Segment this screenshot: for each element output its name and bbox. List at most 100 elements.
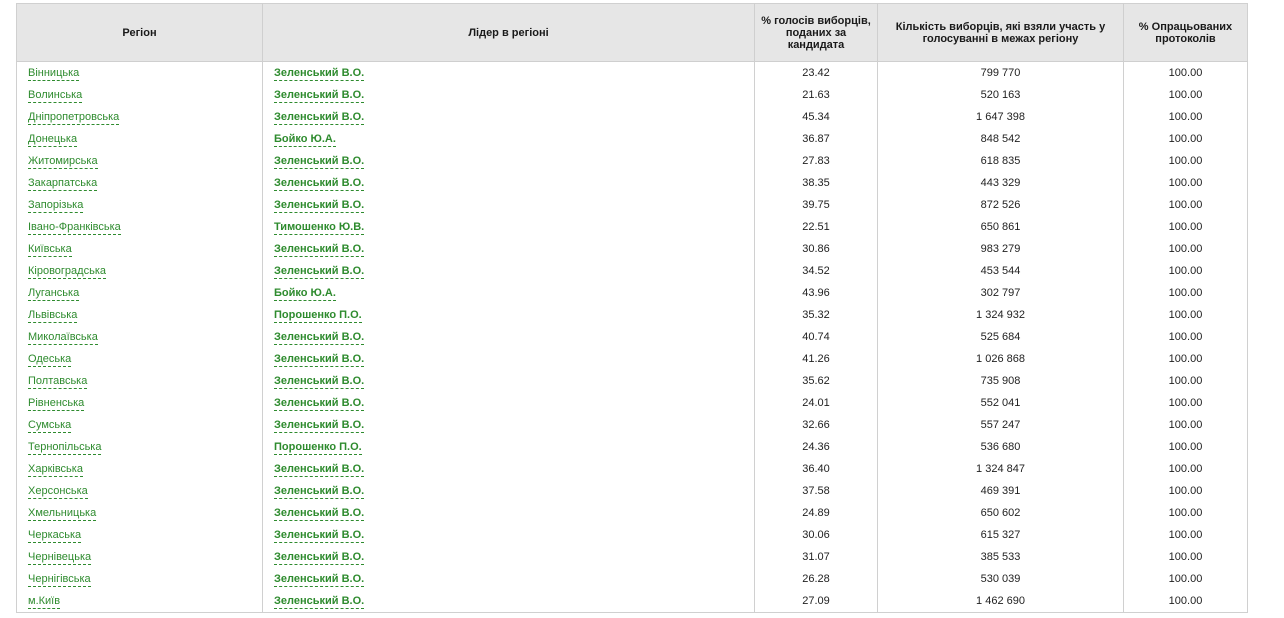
region-link[interactable]: Миколаївська: [28, 331, 98, 345]
leader-link[interactable]: Зеленський В.О.: [274, 243, 365, 257]
region-link[interactable]: Чернівецька: [28, 551, 92, 565]
leader-link[interactable]: Бойко Ю.А.: [274, 133, 336, 147]
region-cell: Кіровоградська: [16, 260, 263, 282]
region-link[interactable]: Сумська: [28, 419, 72, 433]
leader-link[interactable]: Зеленський В.О.: [274, 529, 365, 543]
leader-cell: Зеленський В.О.: [262, 546, 755, 568]
voters-cell: 1 026 868: [877, 348, 1124, 370]
leader-link[interactable]: Зеленський В.О.: [274, 551, 365, 565]
table-row: Запорізька Зеленський В.О. 39.75 872 526 100…: [16, 194, 1248, 216]
leader-link[interactable]: Зеленський В.О.: [274, 177, 365, 191]
leader-link[interactable]: Бойко Ю.А.: [274, 287, 336, 301]
votes-pct-cell: 30.06: [754, 524, 878, 546]
processed-cell: 100.00: [1168, 287, 1203, 299]
leader-link[interactable]: Порошенко П.О.: [274, 309, 362, 323]
processed-cell: 100.00: [1168, 485, 1203, 497]
voters-cell: 1 647 398: [877, 106, 1124, 128]
voters-cell: 1 462 690: [877, 590, 1124, 613]
leader-cell: Зеленський В.О.: [262, 84, 755, 106]
region-link[interactable]: Полтавська: [28, 375, 88, 389]
votes-pct-cell: 31.07: [754, 546, 878, 568]
region-link[interactable]: Волинська: [28, 89, 83, 103]
region-link[interactable]: Херсонська: [28, 485, 88, 499]
region-link[interactable]: Запорізька: [28, 199, 84, 213]
processed-cell: 100.00: [1168, 507, 1203, 519]
votes-pct-cell: 38.35: [754, 172, 878, 194]
voters-cell: 520 163: [877, 84, 1124, 106]
table-row: Хмельницька Зеленський В.О. 24.89 650 602 10…: [16, 502, 1248, 524]
voters-cell: 799 770: [877, 61, 1124, 84]
processed-cell: 100.00: [1168, 397, 1203, 409]
leader-link[interactable]: Зеленський В.О.: [274, 265, 365, 279]
region-link[interactable]: Харківська: [28, 463, 83, 477]
region-link[interactable]: Одеська: [28, 353, 72, 367]
leader-link[interactable]: Зеленський В.О.: [274, 353, 365, 367]
leader-link[interactable]: Зеленський В.О.: [274, 155, 365, 169]
leader-link[interactable]: Зеленський В.О.: [274, 419, 365, 433]
votes-pct-cell: 36.40: [754, 458, 878, 480]
region-link[interactable]: Дніпропетровська: [28, 111, 120, 125]
region-link[interactable]: Львівська: [28, 309, 78, 323]
votes-pct-cell: 45.34: [754, 106, 878, 128]
table-row: Харківська Зеленський В.О. 36.40 1 324 847 1…: [16, 458, 1248, 480]
table-row: Вінницька Зеленський В.О. 23.42 799 770 100.…: [16, 61, 1248, 84]
leader-link[interactable]: Зеленський В.О.: [274, 507, 365, 521]
region-link[interactable]: м.Київ: [28, 595, 61, 609]
region-link[interactable]: Закарпатська: [28, 177, 98, 191]
leader-link[interactable]: Зеленський В.О.: [274, 375, 365, 389]
processed-cell: 100.00: [1168, 529, 1203, 541]
votes-pct-cell: 35.62: [754, 370, 878, 392]
processed-cell: 100.00: [1168, 155, 1203, 167]
region-link[interactable]: Київська: [28, 243, 72, 257]
leader-link[interactable]: Зеленський В.О.: [274, 331, 365, 345]
processed-cell: 100.00: [1168, 199, 1203, 211]
voters-cell: 618 835: [877, 150, 1124, 172]
leader-link[interactable]: Зеленський В.О.: [274, 111, 365, 125]
region-link[interactable]: Рівненська: [28, 397, 85, 411]
processed-cell: 100.00: [1168, 441, 1203, 453]
table-row: Київська Зеленський В.О. 30.86 983 279 100.0…: [16, 238, 1248, 260]
votes-pct-cell: 22.51: [754, 216, 878, 238]
region-link[interactable]: Хмельницька: [28, 507, 97, 521]
header-region: Регіон: [16, 3, 263, 62]
region-cell: Тернопільська: [16, 436, 263, 458]
processed-cell: 100.00: [1168, 89, 1203, 101]
leader-cell: Бойко Ю.А.: [262, 282, 755, 304]
region-link[interactable]: Вінницька: [28, 67, 80, 81]
table-row: Житомирська Зеленський В.О. 27.83 618 835 10…: [16, 150, 1248, 172]
region-link[interactable]: Чернігівська: [28, 573, 91, 587]
leader-link[interactable]: Зеленський В.О.: [274, 485, 365, 499]
region-link[interactable]: Донецька: [28, 133, 78, 147]
leader-link[interactable]: Зеленський В.О.: [274, 573, 365, 587]
processed-cell: 100.00: [1168, 551, 1203, 563]
region-link[interactable]: Тернопільська: [28, 441, 102, 455]
votes-pct-cell: 41.26: [754, 348, 878, 370]
table-row: Волинська Зеленський В.О. 21.63 520 163 100.…: [16, 84, 1248, 106]
leader-link[interactable]: Зеленський В.О.: [274, 199, 365, 213]
region-link[interactable]: Черкаська: [28, 529, 82, 543]
table-row: Херсонська Зеленський В.О. 37.58 469 391 100…: [16, 480, 1248, 502]
leader-link[interactable]: Зеленський В.О.: [274, 67, 365, 81]
votes-pct-cell: 23.42: [754, 61, 878, 84]
leader-link[interactable]: Зеленський В.О.: [274, 595, 365, 609]
leader-cell: Зеленський В.О.: [262, 480, 755, 502]
leader-link[interactable]: Порошенко П.О.: [274, 441, 362, 455]
leader-link[interactable]: Зеленський В.О.: [274, 89, 365, 103]
voters-cell: 443 329: [877, 172, 1124, 194]
voters-cell: 983 279: [877, 238, 1124, 260]
region-link[interactable]: Кіровоградська: [28, 265, 106, 279]
leader-cell: Зеленський В.О.: [262, 568, 755, 590]
leader-cell: Зеленський В.О.: [262, 106, 755, 128]
leader-link[interactable]: Тимошенко Ю.В.: [274, 221, 365, 235]
region-link[interactable]: Житомирська: [28, 155, 98, 169]
region-cell: Миколаївська: [16, 326, 263, 348]
region-link[interactable]: Луганська: [28, 287, 80, 301]
region-cell: Запорізька: [16, 194, 263, 216]
region-link[interactable]: Івано-Франківська: [28, 221, 121, 235]
leader-link[interactable]: Зеленський В.О.: [274, 463, 365, 477]
voters-cell: 552 041: [877, 392, 1124, 414]
region-cell: Луганська: [16, 282, 263, 304]
table-row: Миколаївська Зеленський В.О. 40.74 525 684 1…: [16, 326, 1248, 348]
votes-pct-cell: 30.86: [754, 238, 878, 260]
leader-link[interactable]: Зеленський В.О.: [274, 397, 365, 411]
